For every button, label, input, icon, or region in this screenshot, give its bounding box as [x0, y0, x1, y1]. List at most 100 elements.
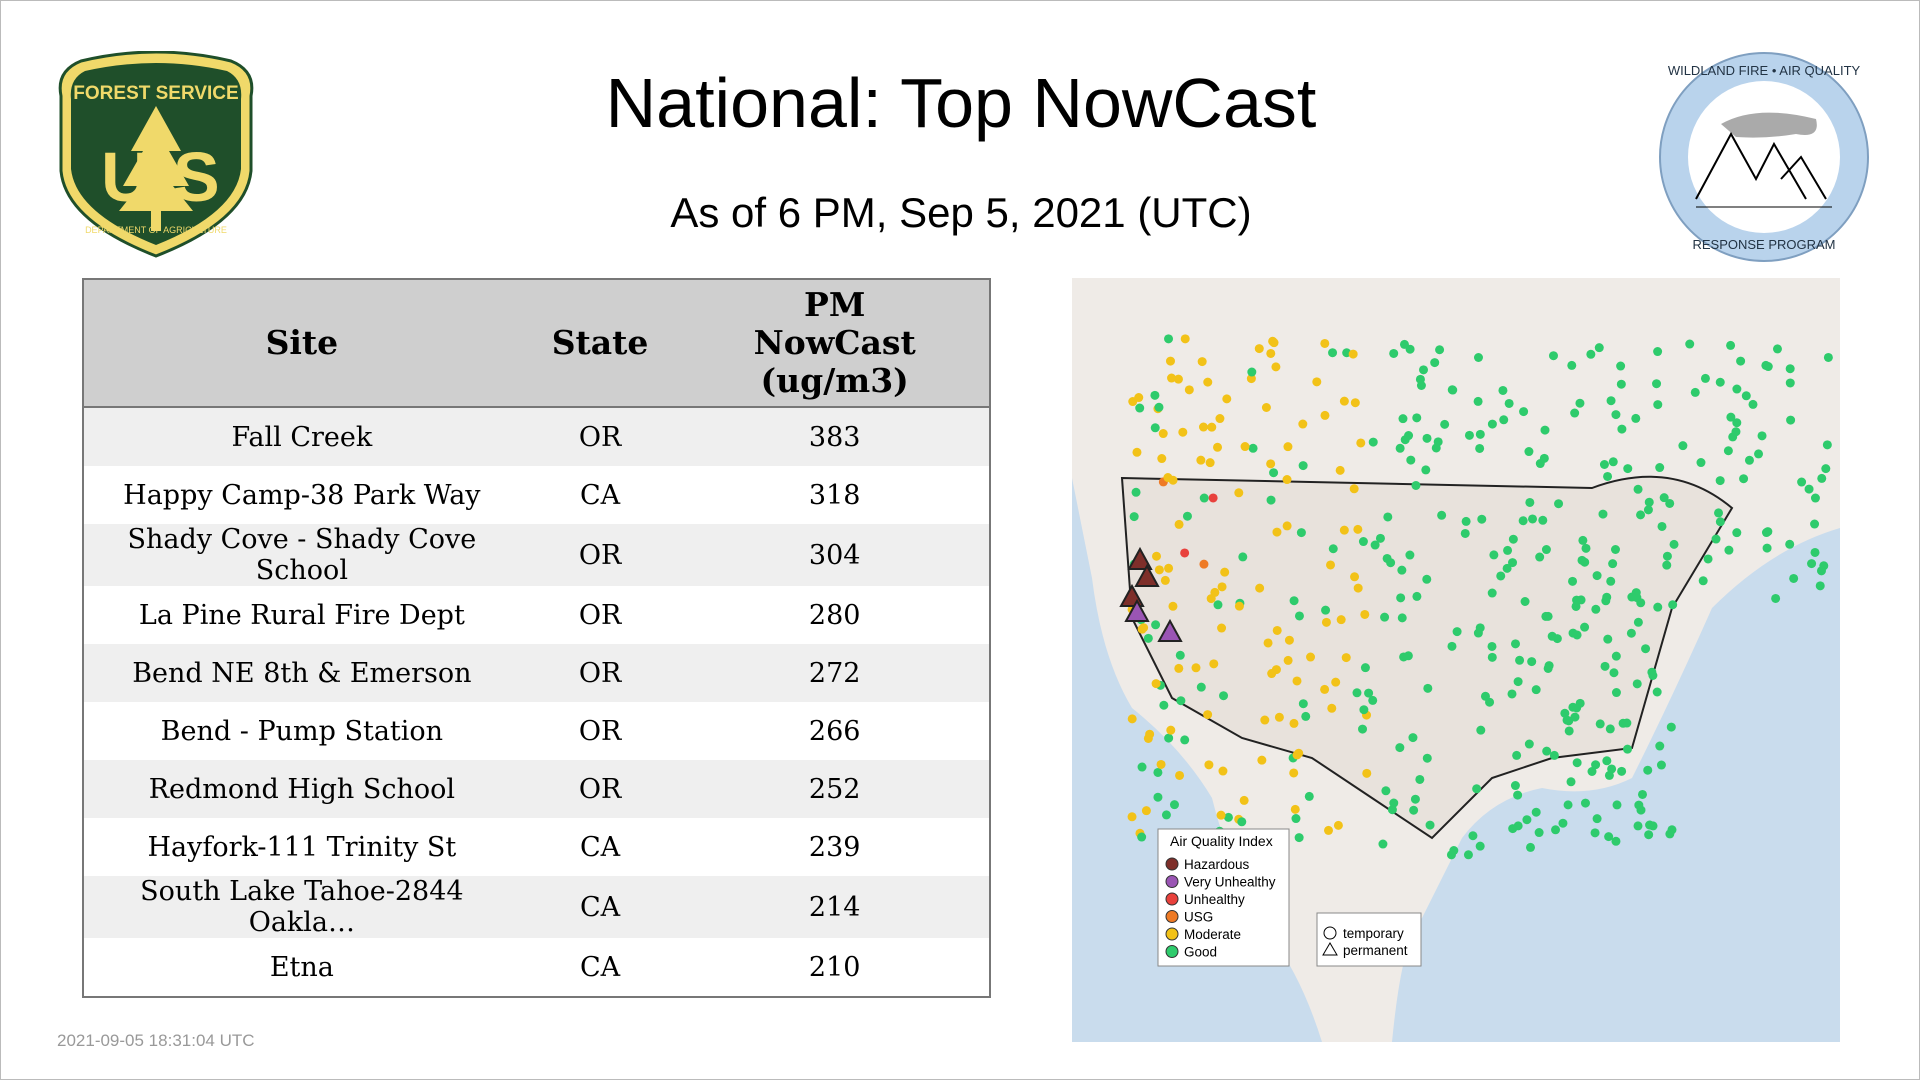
map-dot [1165, 356, 1175, 366]
map-dot [1272, 625, 1282, 635]
map-dot [1653, 347, 1663, 357]
map-dot [1217, 623, 1227, 633]
map-dot [1525, 497, 1535, 507]
map-dot [1199, 559, 1209, 569]
map-dot [1159, 700, 1169, 710]
map-dot [1452, 627, 1462, 637]
map-dot [1161, 810, 1171, 820]
map-dot [1698, 576, 1708, 586]
map-dot [1810, 547, 1820, 557]
map-dot [1301, 711, 1311, 721]
map-dot [1591, 760, 1601, 770]
table-row: Hayfork-111 Trinity St CA 239 [83, 818, 990, 876]
map-dot [1475, 443, 1485, 453]
map-dot [1184, 385, 1194, 395]
map-dot [1271, 665, 1281, 675]
map-dot [1570, 408, 1580, 418]
map-dot [1151, 620, 1161, 630]
map-dot [1289, 596, 1299, 606]
map-dot [1665, 829, 1675, 839]
map-dot [1143, 633, 1153, 643]
map-dot [1611, 651, 1621, 661]
map-dot [1528, 514, 1538, 524]
legend-label: temporary [1343, 926, 1404, 941]
map-dot [1383, 512, 1393, 522]
table-row: South Lake Tahoe-2844 Oakla… CA 214 [83, 876, 990, 938]
legend-swatch [1165, 945, 1179, 958]
map-dot [1174, 663, 1184, 673]
map-dot [1203, 710, 1213, 720]
map-dot [1137, 762, 1147, 772]
map-dot [1447, 641, 1457, 651]
map-dot [1502, 563, 1512, 573]
logo-text: RESPONSE PROGRAM [1692, 237, 1835, 252]
map-dot [1789, 573, 1799, 583]
map-dot [1473, 628, 1483, 638]
table-cell: Etna [269, 951, 334, 983]
map-dot [1400, 435, 1410, 445]
map-dot [1527, 657, 1537, 667]
title: National: Top NowCast [605, 64, 1317, 142]
map-dot [1298, 461, 1308, 471]
map-dot [1257, 755, 1267, 765]
map-dot [1606, 576, 1616, 586]
map-dot [1320, 338, 1330, 348]
table-row: Redmond High School OR 252 [83, 760, 990, 818]
map-dot [1422, 574, 1432, 584]
legend-swatch [1165, 892, 1179, 906]
table-cell: South Lake Tahoe-2844 Oakla… [83, 876, 520, 938]
map-dot [1339, 396, 1349, 406]
map-dot [1410, 794, 1420, 804]
map-dot [1291, 814, 1301, 824]
map-dot [1522, 815, 1532, 825]
map-dot [1196, 682, 1206, 692]
map-dot [1696, 458, 1706, 468]
map-dot [1321, 617, 1331, 627]
map-dot [1510, 781, 1520, 791]
legend-title: Air Quality Index [1170, 833, 1273, 849]
map-dot [1656, 760, 1666, 770]
map-dot [1608, 457, 1618, 467]
map-dot [1164, 563, 1174, 573]
map-dot [1216, 810, 1226, 820]
map-dot [1222, 394, 1232, 404]
table-cell: 214 [680, 876, 990, 938]
map-dot [1632, 679, 1642, 689]
map-dot [1669, 539, 1679, 549]
map-dot [1237, 817, 1247, 827]
map-marker [1127, 546, 1153, 570]
map-dot [1240, 442, 1250, 452]
map-dot [1616, 379, 1626, 389]
map-dot [1772, 344, 1782, 354]
map-dot [1203, 377, 1213, 387]
table-cell: Bend NE 8th & Emerson [83, 644, 520, 702]
map-dot [1576, 595, 1586, 605]
table-cell: CA [519, 876, 681, 938]
map-dot [1685, 339, 1695, 349]
map-dot [1690, 387, 1700, 397]
map-dot [1572, 758, 1582, 768]
map-dot [1535, 552, 1545, 562]
map-dot [1208, 493, 1218, 503]
map-dot [1655, 741, 1665, 751]
map-dot [1714, 508, 1724, 518]
map-dot [1164, 334, 1174, 344]
map-dot [1176, 696, 1186, 706]
map-marker [1124, 598, 1150, 622]
map-dot [1568, 702, 1578, 712]
map-dot [1283, 655, 1293, 665]
timestamp: 2021-09-05 18:31:04 UTC [57, 1031, 255, 1050]
map-dot [1460, 528, 1470, 538]
map-dot [1223, 812, 1233, 822]
map-dot [1598, 509, 1608, 519]
map-dot [1129, 512, 1139, 522]
map-dot [1405, 550, 1415, 560]
map-dot [1590, 828, 1600, 838]
map-dot [1326, 560, 1336, 570]
table-cell: Shady Cove - Shady Cove School [83, 524, 520, 586]
table-cell: Hayfork-111 Trinity St [147, 831, 457, 863]
map-dot [1234, 601, 1244, 611]
map-dot [1524, 739, 1534, 749]
map-dot [1771, 593, 1781, 603]
map-dot [1515, 655, 1525, 665]
